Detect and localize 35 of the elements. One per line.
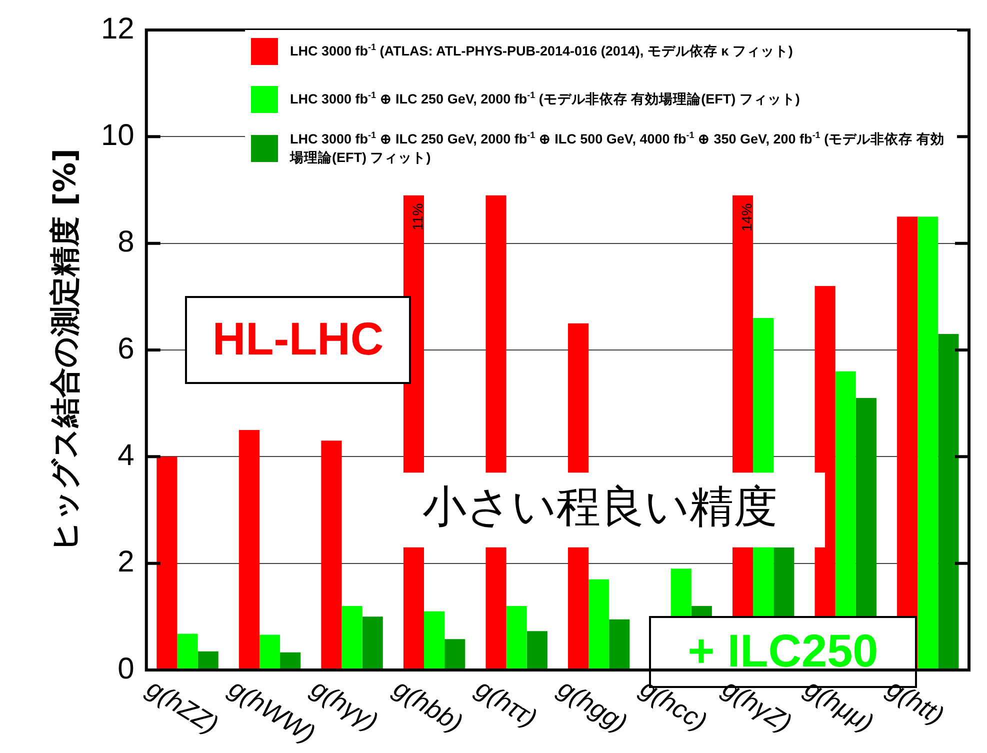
y-tick-label: 0: [118, 652, 134, 686]
y-tick-label: 8: [118, 226, 134, 259]
legend-label: LHC 3000 fb$^{-1}$ ⊕ ILC 250 GeV, 2000 fb$^{-1}$ (モデル非依存 有効場理論(EFT) フィット): [290, 90, 800, 108]
x-tick-label: g(hττ): [470, 672, 542, 734]
bar: [506, 606, 527, 670]
annotation: 11%: [410, 203, 426, 230]
bar: [609, 619, 630, 670]
y-tick-label: 6: [118, 332, 134, 366]
bar: [280, 652, 301, 670]
bar: [156, 456, 178, 670]
annotation: + ILC250: [688, 624, 878, 677]
bar: [238, 430, 260, 670]
bar: [424, 611, 445, 670]
bar: [342, 606, 362, 670]
annotation: 14%: [738, 203, 755, 232]
bar: [918, 216, 938, 670]
bar: [198, 651, 218, 670]
y-tick-label: 2: [118, 546, 134, 579]
bar: [321, 440, 342, 670]
bar: [444, 639, 466, 670]
y-tick-label: 4: [118, 438, 134, 472]
bar: [259, 634, 280, 670]
text: LHC 3000 fb$^{-1}$ ⊕ ILC 250 GeV, 2000 fb$^{-1}$ ⊕ ILC 500 GeV, 4000 fb$^{-1}$ ⊕ 350 GeV, 200 fb$^{-1}$ (モデル非依存 有効場理論(EFT) フィット): [290, 130, 944, 164]
bar: [526, 631, 548, 670]
bar: [588, 579, 610, 670]
annotation: 小さい程良い精度: [422, 481, 778, 532]
bar: [177, 634, 198, 670]
annotation: HL-LHC: [212, 312, 384, 365]
y-tick-label: 12: [100, 12, 134, 46]
bar: [362, 616, 383, 670]
bar: [938, 334, 959, 670]
y-tick-label: 10: [100, 118, 134, 152]
legend-label: LHC 3000 fb$^{-1}$ (ATLAS: ATL-PHYS-PUB-2014-016 (2014), モデル依存 κ フィット): [290, 42, 793, 60]
y-axis-title: ヒッグス結合の測定精度 [%]: [48, 148, 83, 552]
x-tick-label: g(htt): [882, 672, 950, 730]
